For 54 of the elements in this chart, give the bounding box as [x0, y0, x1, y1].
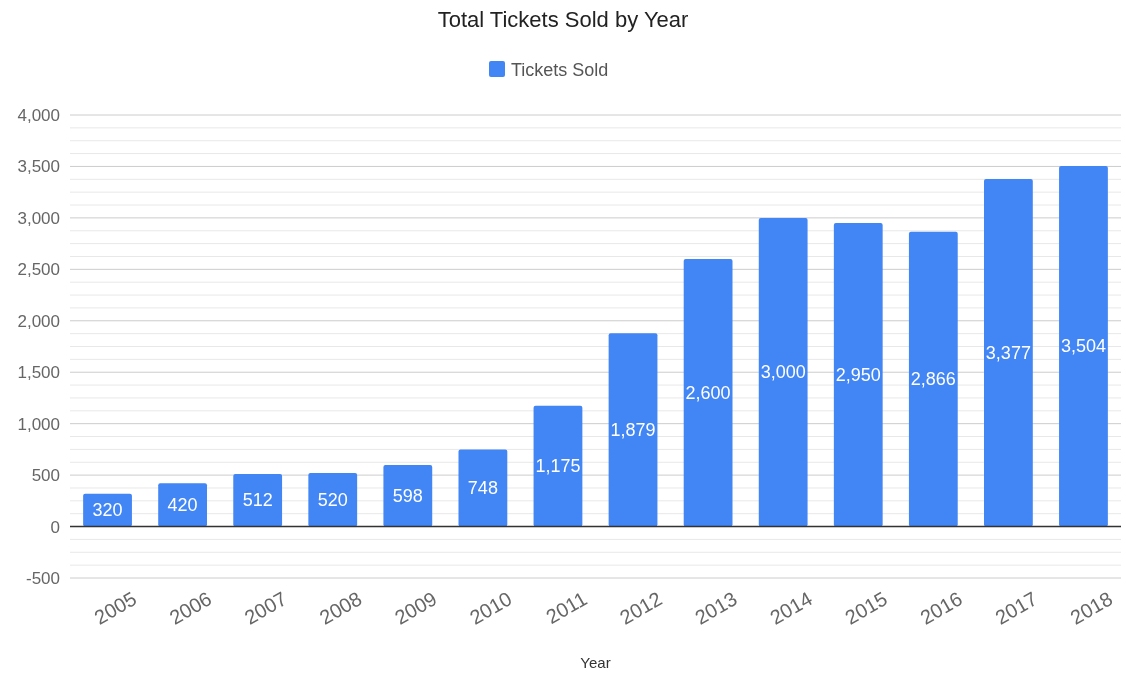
- y-tick-label: 3,500: [17, 157, 60, 177]
- bar: [984, 179, 1033, 527]
- data-label: 320: [92, 500, 123, 521]
- y-tick-label: 0: [50, 517, 60, 537]
- x-tick-label: 2018: [1066, 587, 1117, 629]
- bar: [233, 473, 283, 527]
- data-label: 3,000: [760, 362, 806, 383]
- data-label: 2,600: [685, 382, 731, 403]
- x-tick-label: 2015: [841, 587, 891, 629]
- y-tick-label: 1,500: [17, 363, 60, 383]
- x-tick-label: 2011: [542, 587, 591, 628]
- data-label: 2,866: [910, 369, 956, 390]
- bar: [683, 259, 733, 527]
- y-tick-label: 2,000: [17, 311, 60, 331]
- data-label: 512: [242, 490, 273, 511]
- y-tick-label: 500: [31, 466, 60, 486]
- data-label: 520: [317, 489, 348, 510]
- bar: [908, 231, 958, 527]
- x-tick-label: 2009: [390, 587, 441, 629]
- x-tick-label: 2012: [616, 587, 666, 629]
- data-label: 2,950: [835, 364, 881, 385]
- x-axis-title: Year: [580, 654, 611, 671]
- x-tick-label: 2014: [766, 587, 816, 629]
- bar: [383, 465, 433, 527]
- bar: [458, 449, 508, 527]
- data-label: 598: [392, 485, 423, 506]
- y-tick-label: 2,500: [17, 260, 60, 280]
- chart-title: Total Tickets Sold by Year: [437, 7, 689, 32]
- bar: [308, 473, 358, 527]
- x-tick-label: 2013: [691, 587, 741, 629]
- data-label: 3,504: [1060, 336, 1106, 357]
- x-tick-label: 2010: [465, 587, 516, 629]
- data-label: 1,879: [610, 419, 656, 440]
- bar: [758, 217, 808, 527]
- y-tick-label: 4,000: [17, 105, 60, 125]
- bar: [158, 483, 208, 527]
- y-tick-label: 3,000: [17, 208, 60, 228]
- bar: [533, 405, 583, 527]
- data-label: 748: [467, 478, 498, 499]
- bar: [608, 333, 658, 527]
- bar: [1059, 166, 1108, 527]
- x-tick-label: 2005: [90, 587, 141, 629]
- x-tick-label: 2006: [165, 587, 216, 629]
- data-label: 420: [167, 494, 198, 515]
- y-tick-label: -500: [25, 568, 60, 588]
- data-label: 3,377: [985, 342, 1031, 363]
- x-tick-label: 2008: [315, 587, 366, 629]
- y-tick-label: 1,000: [17, 414, 60, 434]
- x-tick-label: 2007: [240, 587, 291, 629]
- data-label: 1,175: [535, 456, 581, 477]
- bar: [833, 223, 883, 527]
- x-tick-label: 2016: [916, 587, 966, 629]
- x-tick-label: 2017: [991, 587, 1041, 629]
- legend-label: Tickets Sold: [511, 60, 609, 80]
